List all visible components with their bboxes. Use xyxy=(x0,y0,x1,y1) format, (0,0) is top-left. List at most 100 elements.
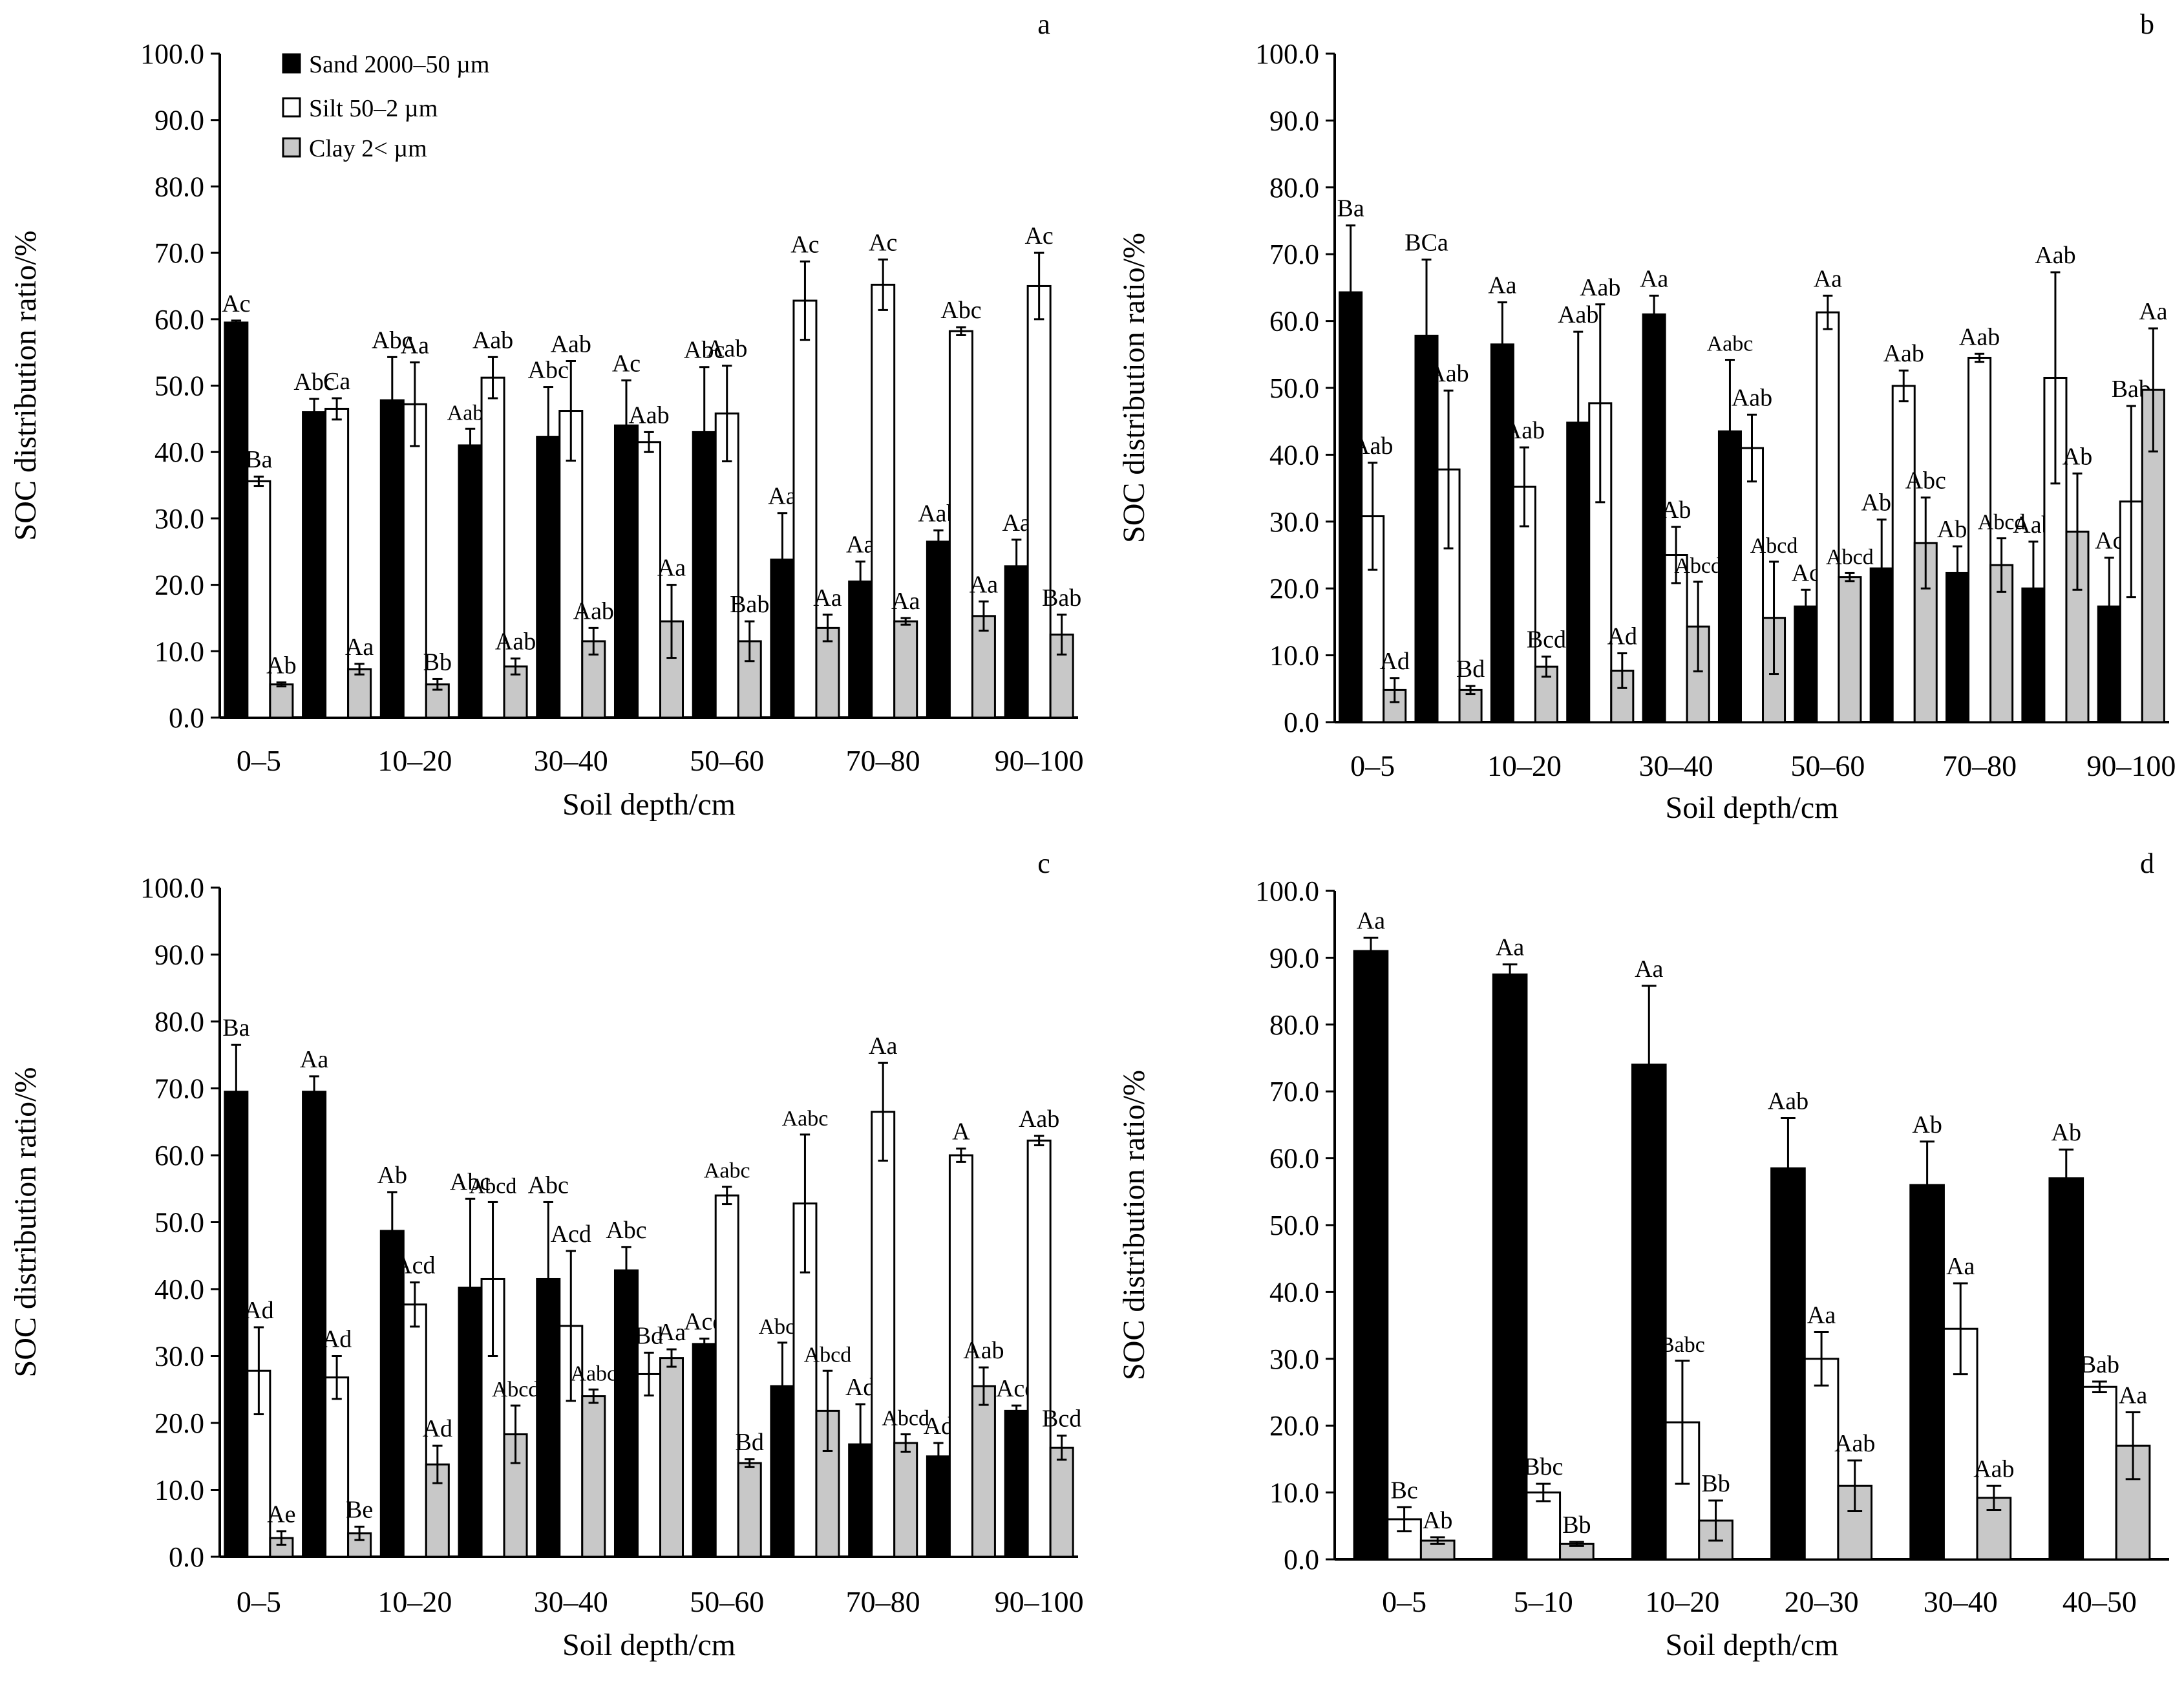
significance-label: Aa xyxy=(1488,272,1516,299)
x-tick-label: 10–20 xyxy=(377,744,452,777)
significance-label: Aab xyxy=(1558,301,1598,328)
bar xyxy=(926,540,951,719)
bar xyxy=(1490,343,1514,723)
significance-label: Bcd xyxy=(1527,626,1566,654)
x-tick-label: 50–60 xyxy=(1790,749,1865,782)
x-tick-label: 20–30 xyxy=(1785,1585,1859,1618)
y-tick-label: 100.0 xyxy=(1255,875,1319,907)
x-tick-label: 90–100 xyxy=(995,744,1084,777)
significance-label: Aa xyxy=(846,531,875,559)
bar xyxy=(1026,1139,1052,1558)
x-tick-label: 70–80 xyxy=(846,744,920,777)
significance-label: BCa xyxy=(1405,229,1448,256)
panel-letter: c xyxy=(1037,848,1050,879)
bar xyxy=(636,1373,662,1558)
panel-letter: b xyxy=(2140,8,2154,40)
y-tick-label: 100.0 xyxy=(1255,38,1319,70)
x-tick-label: 90–100 xyxy=(2086,749,2176,782)
y-axis-label: SOC distribution ratio/% xyxy=(8,231,43,541)
x-axis-label: Soil depth/cm xyxy=(1666,791,1839,825)
y-tick-label: 10.0 xyxy=(1269,1477,1319,1509)
significance-label: Ad xyxy=(244,1297,273,1324)
bar xyxy=(480,376,505,719)
y-tick-label: 60.0 xyxy=(154,304,204,336)
bar xyxy=(1816,311,1840,723)
bar xyxy=(1803,1358,1839,1561)
bar xyxy=(558,1325,584,1558)
bar xyxy=(1967,356,1992,723)
x-tick-label: 10–20 xyxy=(377,1585,452,1618)
significance-label: Aab xyxy=(1504,417,1545,444)
significance-label: Abcd xyxy=(882,1407,929,1431)
y-tick-label: 0.0 xyxy=(169,702,204,734)
y-tick-label: 10.0 xyxy=(154,1475,204,1506)
significance-label: Aab xyxy=(1732,384,1772,411)
significance-label: Be xyxy=(346,1496,373,1523)
panel-letter: a xyxy=(1037,8,1050,40)
bar xyxy=(815,1409,840,1558)
y-tick-label: 10.0 xyxy=(154,636,204,667)
y-tick-label: 80.0 xyxy=(1269,172,1319,204)
significance-label: Aa xyxy=(891,588,920,615)
significance-label: Abcd xyxy=(1750,534,1798,558)
y-tick-label: 80.0 xyxy=(1269,1009,1319,1041)
y-tick-label: 30.0 xyxy=(154,1341,204,1373)
panel-b: 0.0 10.0 20.0 30.0 40.0 50.0 60.0 70.0 80.0 90.0 1… xyxy=(1117,8,2176,825)
y-tick-label: 50.0 xyxy=(154,370,204,402)
x-tick-label: 70–80 xyxy=(846,1585,920,1618)
bar xyxy=(1909,1184,1945,1561)
significance-label: Abc xyxy=(1905,467,1946,495)
bar xyxy=(224,1091,249,1558)
significance-label: Bc xyxy=(1390,1477,1417,1504)
y-tick-label: 50.0 xyxy=(154,1207,204,1239)
bar xyxy=(893,620,918,719)
significance-label: Ad xyxy=(1379,648,1409,675)
legend: Sand 2000–50 µm Silt 50–2 µm Clay 2< µm xyxy=(282,51,489,162)
significance-label: Acd xyxy=(551,1221,591,1248)
significance-label: Aab xyxy=(495,628,536,656)
significance-label: Aab xyxy=(573,597,614,625)
bar xyxy=(269,683,294,719)
significance-label: Bd xyxy=(1456,656,1485,683)
significance-label: Aab xyxy=(2035,242,2075,269)
significance-label: Abcd xyxy=(469,1174,517,1198)
significance-label: Abc xyxy=(606,1217,646,1244)
significance-label: Aa xyxy=(970,571,998,598)
y-tick-label: 60.0 xyxy=(1269,306,1319,337)
significance-label: Ca xyxy=(323,368,350,395)
significance-label: Aa xyxy=(300,1046,328,1073)
bar xyxy=(2021,587,2046,723)
y-tick-label: 20.0 xyxy=(154,570,204,601)
y-tick-label: 40.0 xyxy=(154,436,204,468)
significance-label: Aabc xyxy=(782,1107,829,1131)
bar xyxy=(1739,447,1765,723)
significance-label: Abc xyxy=(450,1168,491,1195)
significance-label: Aab xyxy=(1959,323,2000,350)
significance-label: Aa xyxy=(1357,907,1385,934)
significance-label: Abcd xyxy=(1826,545,1874,569)
significance-label: Ba xyxy=(245,446,272,473)
bar xyxy=(1004,1409,1029,1558)
y-tick-label: 90.0 xyxy=(154,939,204,971)
significance-label: Aa xyxy=(657,555,686,582)
significance-label: Bbc xyxy=(1523,1453,1563,1480)
significance-label: Bd xyxy=(635,1322,663,1349)
bar xyxy=(2082,1385,2117,1561)
bar xyxy=(926,1455,951,1558)
significance-label: Aab xyxy=(551,331,591,358)
significance-label: Ac xyxy=(612,350,641,377)
significance-label: Abc xyxy=(372,326,412,354)
bar xyxy=(246,480,271,719)
significance-label: Ac xyxy=(2095,528,2123,555)
significance-label: A xyxy=(952,1118,970,1146)
significance-label: Ae xyxy=(267,1501,295,1528)
significance-label: Ba xyxy=(1337,195,1364,222)
x-tick-label: 10–20 xyxy=(1645,1585,1719,1618)
panel-a: 0.0 10.0 20.0 30.0 40.0 50.0 60.0 70.0 80.0 90.0 1… xyxy=(8,8,1084,822)
bar xyxy=(558,410,584,719)
bar xyxy=(379,399,405,719)
significance-label: Aabc xyxy=(704,1159,750,1183)
x-axis-label: Soil depth/cm xyxy=(562,787,736,822)
x-tick-label: 30–40 xyxy=(1924,1585,1998,1618)
bar xyxy=(1026,284,1052,719)
